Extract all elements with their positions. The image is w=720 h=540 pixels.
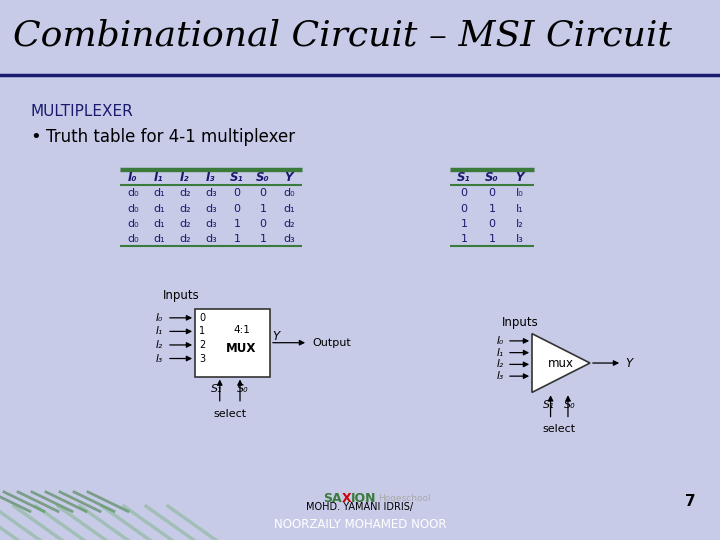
- Text: 0: 0: [233, 204, 240, 214]
- Text: 1: 1: [461, 234, 467, 245]
- Text: 0: 0: [259, 188, 266, 198]
- Polygon shape: [532, 334, 590, 393]
- Text: S₀: S₀: [237, 384, 249, 394]
- Text: I₀: I₀: [156, 313, 163, 323]
- Text: d₃: d₃: [205, 219, 217, 229]
- Text: I₀: I₀: [516, 188, 524, 198]
- Text: d₂: d₂: [179, 234, 191, 245]
- Text: Combinational Circuit – MSI Circuit: Combinational Circuit – MSI Circuit: [13, 18, 672, 52]
- Text: select: select: [213, 409, 246, 419]
- Text: 3: 3: [199, 354, 205, 363]
- Text: I₃: I₃: [206, 171, 216, 184]
- Bar: [195, 309, 270, 376]
- Text: I₂: I₂: [156, 340, 163, 350]
- Text: I₂: I₂: [497, 360, 504, 369]
- Text: d₁: d₁: [153, 188, 165, 198]
- Text: d₃: d₃: [205, 204, 217, 214]
- Text: ION: ION: [351, 492, 377, 505]
- Text: I₁: I₁: [154, 171, 163, 184]
- Text: S₁: S₁: [211, 384, 222, 394]
- Text: Y: Y: [516, 171, 524, 184]
- Text: d₁: d₁: [153, 234, 165, 245]
- Text: select: select: [543, 424, 576, 434]
- Text: Hogeschool: Hogeschool: [378, 494, 431, 503]
- Text: d₀: d₀: [127, 204, 139, 214]
- Text: 1: 1: [233, 219, 240, 229]
- Text: I₃: I₃: [156, 354, 163, 363]
- Text: I₁: I₁: [156, 326, 163, 336]
- Text: I₂: I₂: [180, 171, 190, 184]
- Text: d₀: d₀: [127, 234, 139, 245]
- Text: 1: 1: [461, 219, 467, 229]
- Text: 1: 1: [488, 204, 495, 214]
- Text: S₀: S₀: [485, 171, 499, 184]
- Text: S₁: S₁: [457, 171, 471, 184]
- Text: Truth table for 4-1 multiplexer: Truth table for 4-1 multiplexer: [46, 128, 295, 146]
- Text: 0: 0: [259, 219, 266, 229]
- Text: 1: 1: [199, 326, 205, 336]
- Text: Inputs: Inputs: [502, 316, 539, 329]
- Text: d₀: d₀: [127, 219, 139, 229]
- Text: Y: Y: [272, 330, 279, 343]
- Text: 1: 1: [259, 234, 266, 245]
- Text: 0: 0: [233, 188, 240, 198]
- Text: I₁: I₁: [516, 204, 524, 214]
- Text: S₁: S₁: [230, 171, 244, 184]
- Text: I₁: I₁: [497, 348, 504, 357]
- Text: S₀: S₀: [564, 400, 576, 410]
- Text: Inputs: Inputs: [163, 289, 199, 302]
- Text: S₁: S₁: [543, 400, 554, 410]
- Text: d₂: d₂: [179, 204, 191, 214]
- Text: 0: 0: [488, 188, 495, 198]
- Text: 4:1: 4:1: [233, 326, 250, 335]
- Text: mux: mux: [548, 356, 574, 369]
- Text: 0: 0: [488, 219, 495, 229]
- Text: SA: SA: [323, 492, 342, 505]
- Text: d₃: d₃: [205, 188, 217, 198]
- Text: d₃: d₃: [205, 234, 217, 245]
- Text: MOHD. YAMANI IDRIS/: MOHD. YAMANI IDRIS/: [307, 502, 413, 512]
- Text: S₀: S₀: [256, 171, 270, 184]
- Text: 2: 2: [199, 340, 205, 350]
- Text: d₃: d₃: [283, 234, 295, 245]
- Text: Output: Output: [312, 338, 351, 348]
- Text: I₃: I₃: [516, 234, 524, 245]
- Text: 0: 0: [199, 313, 205, 323]
- Text: d₁: d₁: [153, 204, 165, 214]
- Text: I₃: I₃: [497, 371, 504, 381]
- Text: 1: 1: [488, 234, 495, 245]
- Text: Y: Y: [284, 171, 293, 184]
- Text: I₂: I₂: [516, 219, 524, 229]
- Text: •: •: [30, 128, 41, 146]
- Text: d₁: d₁: [283, 204, 294, 214]
- Text: 0: 0: [461, 188, 467, 198]
- Text: I₀: I₀: [128, 171, 138, 184]
- Text: NOORZAILY MOHAMED NOOR: NOORZAILY MOHAMED NOOR: [274, 518, 446, 531]
- Text: 1: 1: [259, 204, 266, 214]
- Text: 0: 0: [461, 204, 467, 214]
- Text: MUX: MUX: [226, 342, 257, 355]
- Text: d₁: d₁: [153, 219, 165, 229]
- Text: Y: Y: [625, 356, 632, 369]
- Text: I₀: I₀: [497, 336, 504, 346]
- Text: 7: 7: [685, 494, 696, 509]
- Text: d₂: d₂: [179, 219, 191, 229]
- Text: MULTIPLEXER: MULTIPLEXER: [30, 104, 132, 119]
- Text: X: X: [342, 492, 351, 505]
- Text: d₀: d₀: [283, 188, 294, 198]
- Text: d₀: d₀: [127, 188, 139, 198]
- Text: d₂: d₂: [179, 188, 191, 198]
- Text: d₂: d₂: [283, 219, 294, 229]
- Text: 1: 1: [233, 234, 240, 245]
